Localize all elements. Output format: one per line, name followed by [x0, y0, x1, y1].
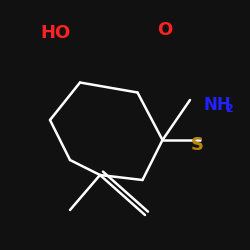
Text: S: S — [191, 136, 204, 154]
Text: NH: NH — [204, 96, 232, 114]
Text: 2: 2 — [225, 104, 233, 114]
Text: O: O — [158, 21, 172, 39]
Text: HO: HO — [40, 24, 70, 42]
